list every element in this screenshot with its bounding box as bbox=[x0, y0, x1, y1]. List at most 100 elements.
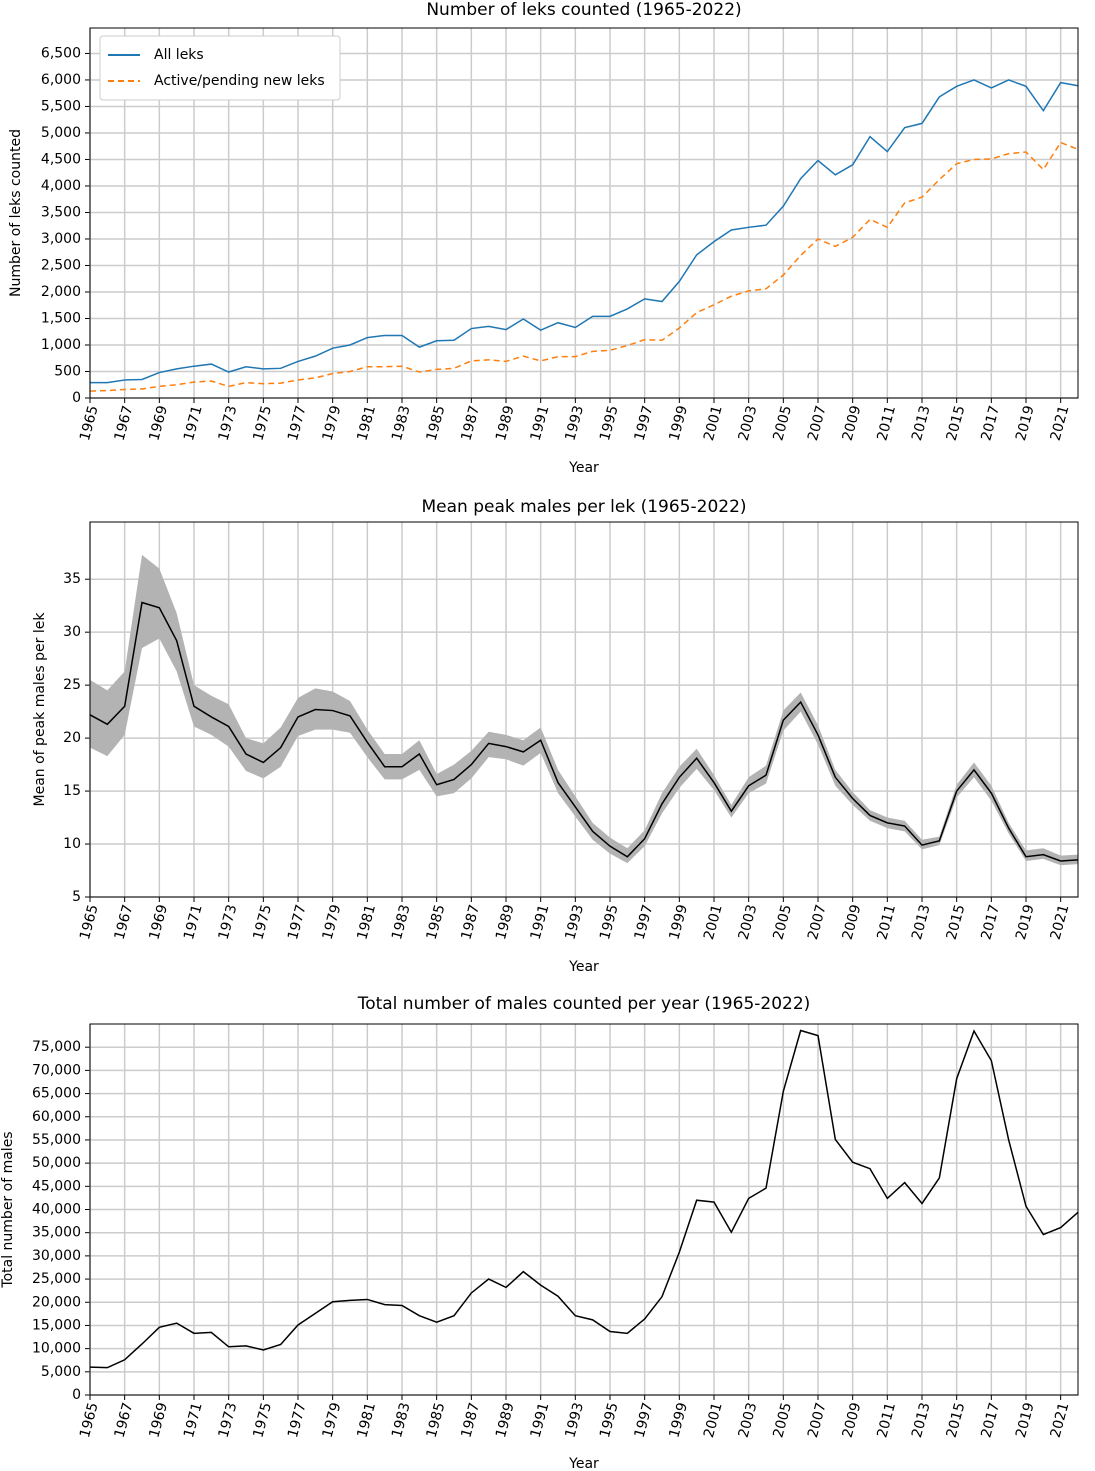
x-tick-label: 1989 bbox=[493, 404, 518, 443]
x-tick-label: 1971 bbox=[181, 903, 206, 942]
x-tick-label: 1991 bbox=[528, 1401, 553, 1440]
x-tick-label: 1985 bbox=[424, 903, 449, 942]
x-tick-label: 1981 bbox=[354, 1401, 379, 1440]
y-tick-label: 1,500 bbox=[41, 310, 81, 326]
x-tick-label: 1971 bbox=[181, 1401, 206, 1440]
x-tick-label: 2021 bbox=[1048, 903, 1073, 942]
x-tick-label: 1967 bbox=[112, 404, 137, 443]
x-tick-label: 1975 bbox=[250, 903, 275, 942]
x-tick-label: 1967 bbox=[112, 903, 137, 942]
x-tick-label: 1991 bbox=[528, 903, 553, 942]
x-tick-label: 2021 bbox=[1048, 1401, 1073, 1440]
x-axis-label: Year bbox=[568, 460, 599, 476]
y-tick-label: 5 bbox=[72, 889, 81, 905]
x-tick-label: 2005 bbox=[770, 903, 795, 942]
y-tick-label: 55,000 bbox=[32, 1132, 81, 1148]
x-tick-label: 1999 bbox=[666, 903, 691, 942]
x-tick-label: 1977 bbox=[285, 404, 310, 443]
y-tick-label: 1,000 bbox=[41, 337, 81, 353]
x-tick-label: 2017 bbox=[978, 1401, 1003, 1440]
x-tick-label: 1973 bbox=[216, 903, 241, 942]
x-tick-label: 2011 bbox=[874, 903, 899, 942]
y-tick-label: 20 bbox=[63, 730, 81, 746]
x-tick-label: 1993 bbox=[562, 404, 587, 443]
x-tick-label: 1973 bbox=[216, 404, 241, 443]
x-tick-label: 1995 bbox=[597, 404, 622, 443]
x-tick-label: 2019 bbox=[1013, 1401, 1038, 1440]
x-tick-label: 1999 bbox=[666, 404, 691, 443]
x-tick-label: 1993 bbox=[562, 903, 587, 942]
y-tick-label: 25,000 bbox=[32, 1271, 81, 1287]
x-tick-label: 1975 bbox=[250, 404, 275, 443]
y-tick-label: 15 bbox=[63, 783, 81, 799]
x-tick-label: 1979 bbox=[320, 903, 345, 942]
plot-frame bbox=[89, 1023, 1079, 1396]
data-line bbox=[89, 601, 1079, 862]
x-tick-label: 1965 bbox=[77, 903, 102, 942]
x-tick-label: 1971 bbox=[181, 404, 206, 443]
x-tick-label: 1979 bbox=[320, 1401, 345, 1440]
y-tick-label: 65,000 bbox=[32, 1086, 81, 1102]
plot-frame bbox=[89, 27, 1079, 399]
x-tick-label: 1995 bbox=[597, 1401, 622, 1440]
data-line bbox=[89, 1029, 1079, 1369]
x-tick-label: 1969 bbox=[146, 1401, 171, 1440]
y-tick-label: 6,500 bbox=[41, 45, 81, 61]
x-tick-label: 2011 bbox=[874, 404, 899, 443]
y-tick-label: 70,000 bbox=[32, 1062, 81, 1078]
x-tick-label: 2009 bbox=[840, 903, 865, 942]
x-tick-label: 1983 bbox=[389, 404, 414, 443]
x-tick-label: 1979 bbox=[320, 404, 345, 443]
chart-title: Total number of males counted per year (… bbox=[357, 994, 811, 1014]
x-tick-label: 1977 bbox=[285, 1401, 310, 1440]
y-tick-label: 30 bbox=[63, 624, 81, 640]
plot-frame bbox=[89, 521, 1079, 898]
y-axis-label: Number of leks counted bbox=[8, 129, 24, 297]
x-tick-label: 1983 bbox=[389, 1401, 414, 1440]
y-tick-label: 35 bbox=[63, 571, 81, 587]
chart-title: Mean peak males per lek (1965-2022) bbox=[421, 497, 746, 517]
y-tick-label: 45,000 bbox=[32, 1178, 81, 1194]
x-tick-label: 1985 bbox=[424, 404, 449, 443]
x-tick-label: 2017 bbox=[978, 404, 1003, 443]
legend-box bbox=[99, 35, 341, 101]
y-tick-label: 50,000 bbox=[32, 1155, 81, 1171]
x-tick-label: 2017 bbox=[978, 903, 1003, 942]
y-tick-label: 5,500 bbox=[41, 98, 81, 114]
x-tick-label: 2013 bbox=[909, 404, 934, 443]
x-tick-label: 1965 bbox=[77, 1401, 102, 1440]
x-tick-label: 1995 bbox=[597, 903, 622, 942]
x-tick-label: 2003 bbox=[736, 1401, 761, 1440]
x-tick-label: 1993 bbox=[562, 1401, 587, 1440]
legend-label: Active/pending new leks bbox=[154, 73, 325, 89]
x-tick-label: 2007 bbox=[805, 903, 830, 942]
y-tick-label: 75,000 bbox=[32, 1039, 81, 1055]
x-tick-label: 1985 bbox=[424, 1401, 449, 1440]
x-tick-label: 2019 bbox=[1013, 404, 1038, 443]
x-tick-label: 2005 bbox=[770, 404, 795, 443]
y-tick-label: 500 bbox=[54, 363, 81, 379]
x-tick-label: 1991 bbox=[528, 404, 553, 443]
x-axis-label: Year bbox=[568, 959, 599, 975]
x-tick-label: 1973 bbox=[216, 1401, 241, 1440]
x-tick-label: 1981 bbox=[354, 404, 379, 443]
x-axis-label: Year bbox=[568, 1456, 599, 1471]
y-tick-label: 30,000 bbox=[32, 1248, 81, 1264]
data-line bbox=[90, 79, 1079, 384]
x-tick-label: 2011 bbox=[874, 1401, 899, 1440]
x-tick-label: 1967 bbox=[112, 1401, 137, 1440]
x-tick-label: 1977 bbox=[285, 903, 310, 942]
x-tick-label: 2007 bbox=[805, 1401, 830, 1440]
y-tick-label: 3,000 bbox=[41, 231, 81, 247]
x-tick-label: 1987 bbox=[458, 903, 483, 942]
chart-title: Number of leks counted (1965-2022) bbox=[426, 0, 741, 20]
x-tick-label: 1965 bbox=[77, 404, 102, 443]
x-tick-label: 1987 bbox=[458, 1401, 483, 1440]
x-tick-label: 1999 bbox=[666, 1401, 691, 1440]
x-tick-label: 1989 bbox=[493, 903, 518, 942]
x-tick-label: 2015 bbox=[944, 903, 969, 942]
x-tick-label: 1997 bbox=[632, 1401, 657, 1440]
y-tick-label: 5,000 bbox=[41, 125, 81, 141]
x-tick-label: 2003 bbox=[736, 404, 761, 443]
x-tick-label: 1983 bbox=[389, 903, 414, 942]
